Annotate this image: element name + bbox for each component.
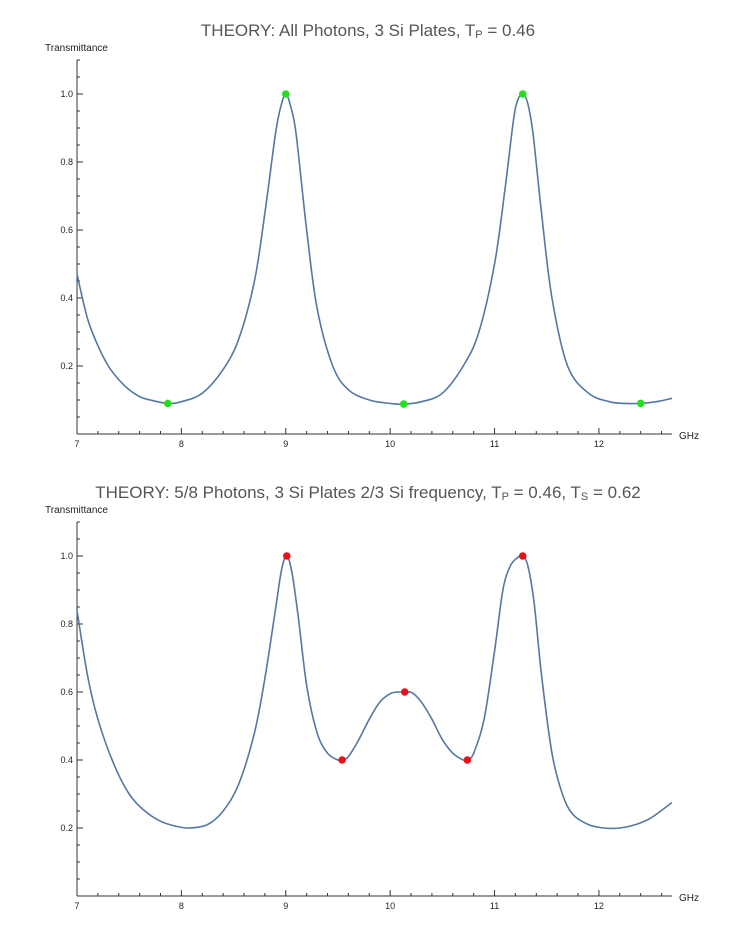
data-point-marker [463, 756, 472, 764]
x-tick-label: 12 [594, 901, 604, 911]
data-point-marker [400, 688, 409, 696]
chart-bottom: THEORY: 5/8 Photons, 3 Si Plates 2/3 Si … [45, 483, 699, 911]
x-tick-label: 11 [490, 901, 499, 911]
x-tick-label: 9 [283, 439, 288, 449]
series-curves [76, 93, 673, 405]
data-point-marker [518, 90, 527, 98]
y-tick-label: 0.2 [60, 823, 73, 833]
y-axis-label: Transmittance [45, 43, 108, 54]
y-tick-label: 0.2 [60, 361, 73, 371]
series-curves [76, 554, 673, 830]
data-point-marker [636, 399, 645, 408]
chart-top: THEORY: All Photons, 3 Si Plates, TP = 0… [45, 21, 699, 449]
data-point-marker [518, 552, 527, 560]
x-axis-label: GHz [679, 893, 699, 904]
chart-panel-top: THEORY: All Photons, 3 Si Plates, TP = 0… [0, 0, 747, 462]
data-point-marker [399, 400, 408, 408]
y-tick-label: 0.8 [60, 619, 73, 629]
x-tick-label: 7 [74, 439, 79, 449]
y-tick-label: 0.8 [60, 157, 73, 167]
chart-panel-bottom: THEORY: 5/8 Photons, 3 Si Plates 2/3 Si … [0, 462, 747, 935]
y-tick-label: 0.6 [60, 225, 73, 235]
y-tick-label: 0.4 [60, 293, 73, 303]
x-axis-label: GHz [679, 431, 699, 442]
y-tick-label: 0.6 [60, 687, 73, 697]
chart-title: THEORY: All Photons, 3 Si Plates, TP = 0… [201, 21, 535, 41]
y-tick-label: 1.0 [60, 551, 73, 561]
data-point-marker [338, 756, 346, 764]
axis-ticks: 7 8 9 10 11 12 0.2 0.4 0.6 0.8 1.0 [60, 59, 672, 449]
chart-title: THEORY: 5/8 Photons, 3 Si Plates 2/3 Si … [95, 483, 640, 503]
transmittance-curve-0 [76, 93, 673, 405]
y-tick-label: 1.0 [60, 89, 73, 99]
data-point-marker [283, 552, 291, 560]
x-tick-label: 8 [179, 439, 184, 449]
x-tick-label: 9 [283, 901, 288, 911]
y-axis-label: Transmittance [45, 505, 108, 516]
x-tick-label: 7 [74, 901, 79, 911]
x-tick-label: 8 [179, 901, 184, 911]
x-tick-label: 12 [594, 439, 604, 449]
data-point-marker [164, 399, 172, 408]
x-tick-label: 10 [385, 901, 395, 911]
data-point-markers [283, 552, 527, 764]
axis-ticks: 7 8 9 10 11 12 0.2 0.4 0.6 0.8 1.0 [60, 521, 672, 911]
x-tick-label: 10 [385, 439, 395, 449]
data-point-markers [164, 90, 645, 408]
y-tick-label: 0.4 [60, 755, 73, 765]
transmittance-curve-0 [76, 554, 673, 830]
data-point-marker [281, 90, 290, 98]
x-tick-label: 11 [490, 439, 499, 449]
